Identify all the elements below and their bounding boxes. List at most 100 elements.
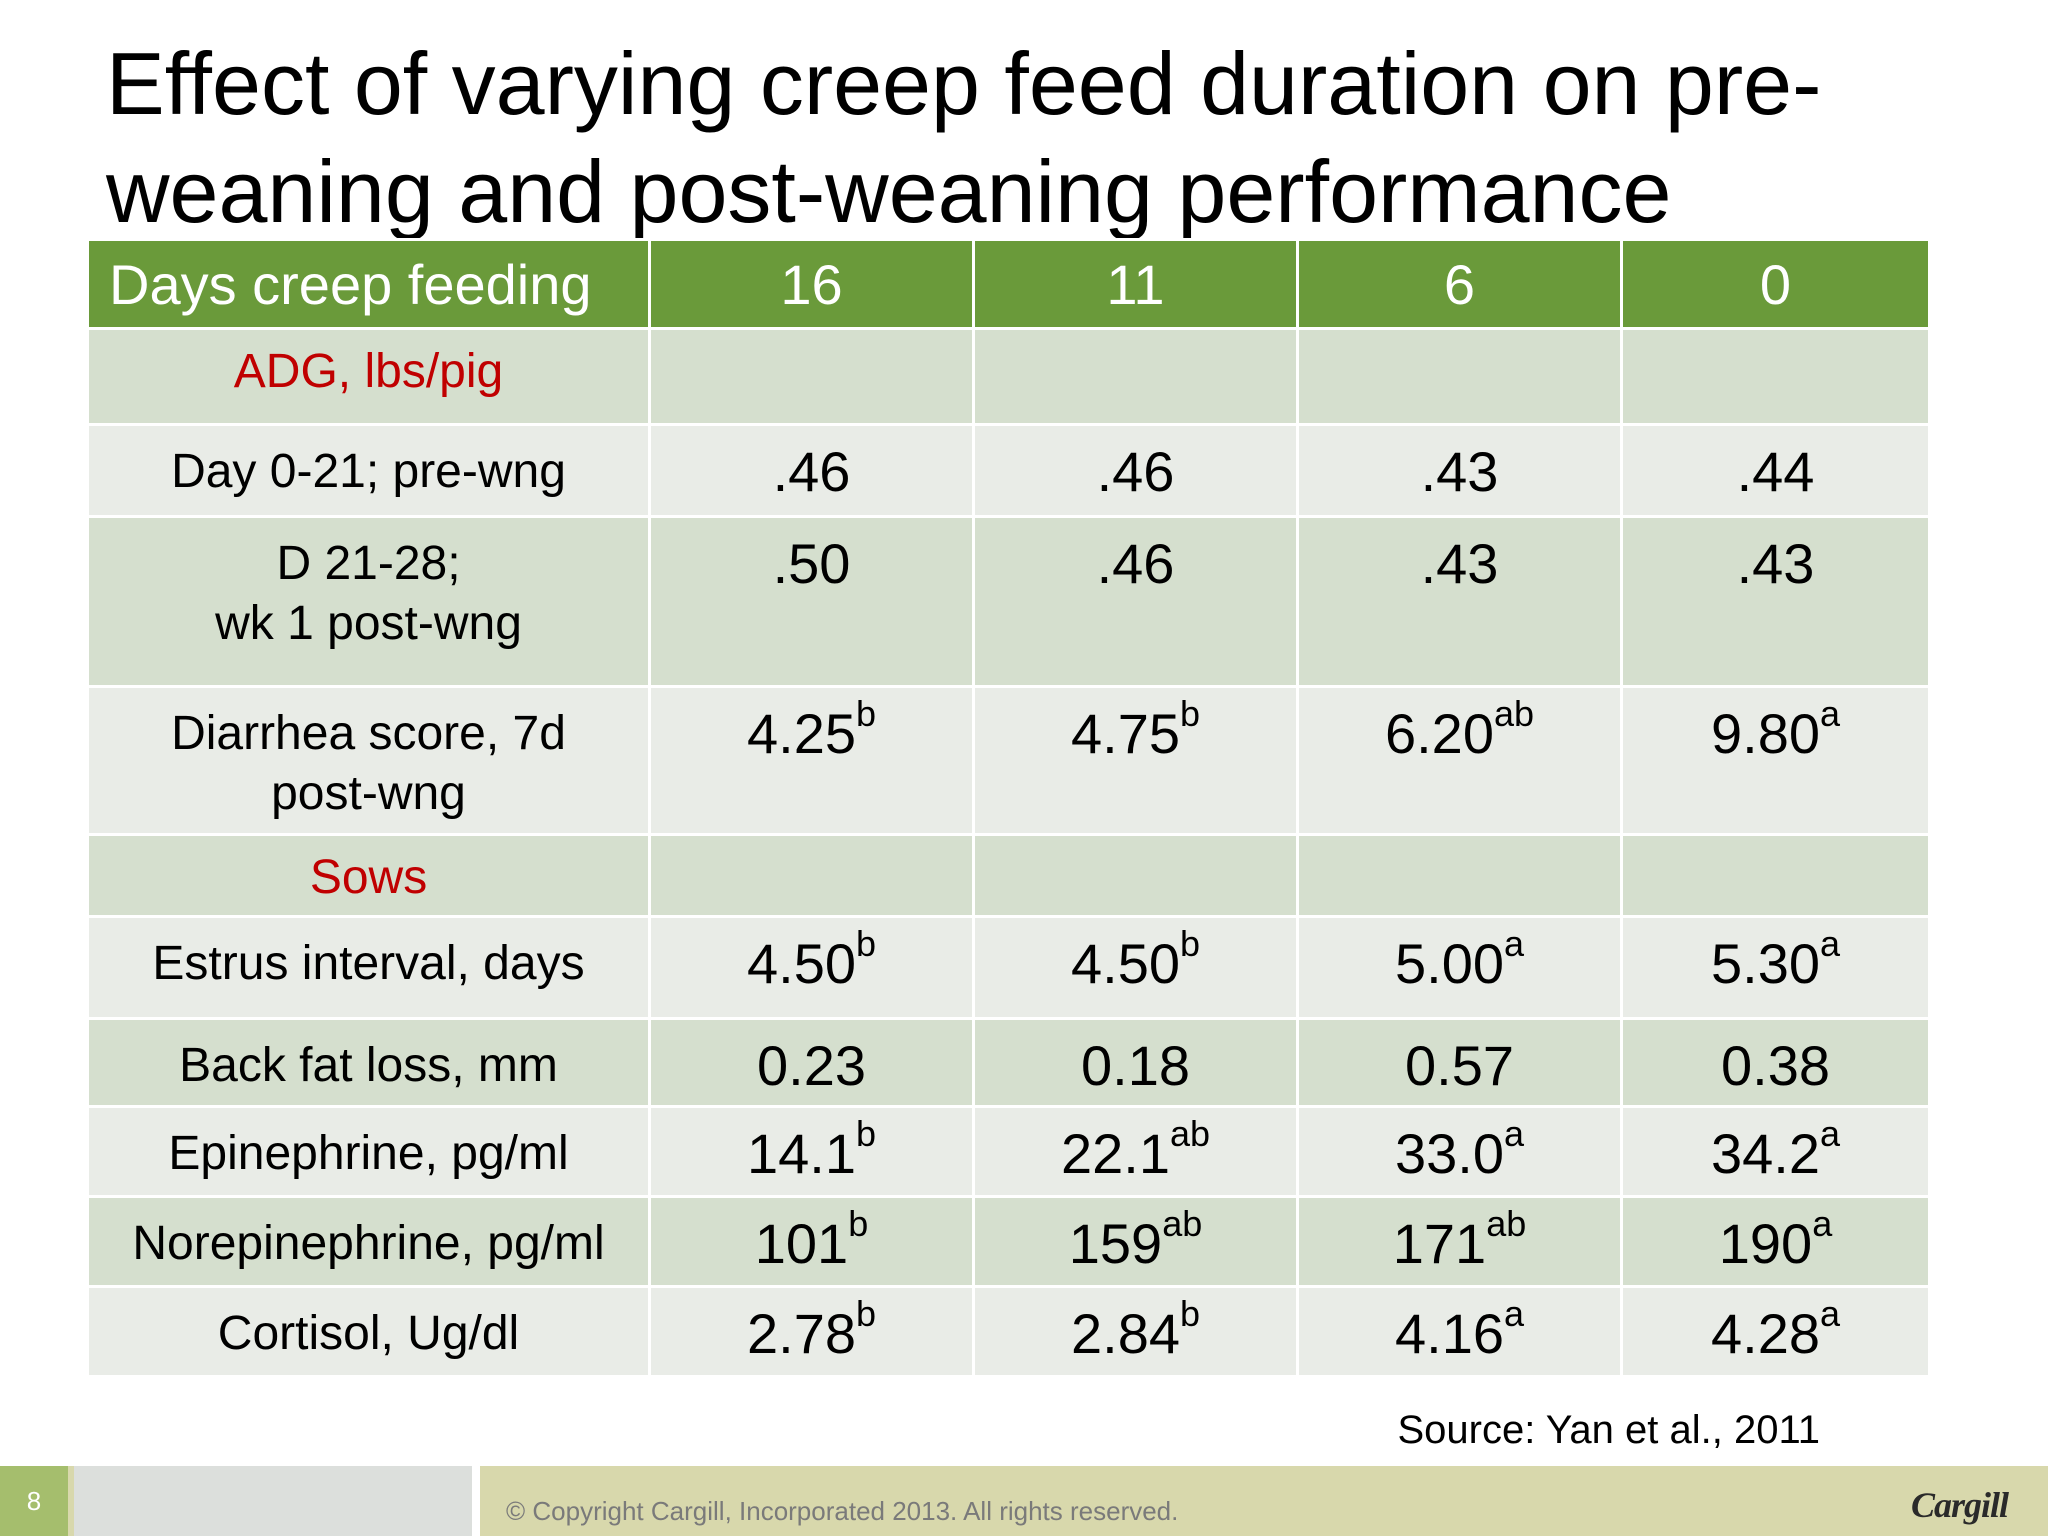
significance-letter: b — [848, 1203, 869, 1244]
header-cell: 6 — [1296, 238, 1623, 330]
cell-value: 190 — [1718, 1212, 1813, 1275]
cell-value: .50 — [772, 532, 851, 595]
section-label: Sows — [86, 833, 651, 918]
significance-letter: ab — [1493, 693, 1535, 734]
cell-value: 14.1 — [746, 1122, 856, 1185]
value-cell: 190a — [1620, 1195, 1931, 1288]
row-label: Estrus interval, days — [86, 915, 651, 1020]
table-row: Diarrhea score, 7d post-wng 4.25b 4.75b 6.2… — [86, 685, 1931, 836]
value-cell: .43 — [1296, 515, 1623, 688]
significance-letter: a — [1819, 1293, 1841, 1334]
cell-value: .43 — [1420, 532, 1499, 595]
value-cell: 0.57 — [1296, 1017, 1623, 1108]
value-cell: .50 — [648, 515, 975, 688]
value-cell: 33.0a — [1296, 1105, 1623, 1198]
value-cell: 4.50b — [972, 915, 1299, 1020]
value-cell: 5.30a — [1620, 915, 1931, 1020]
cell-value: 33.0 — [1394, 1122, 1504, 1185]
row-label: Diarrhea score, 7d post-wng — [86, 685, 651, 836]
cell-value: .43 — [1420, 440, 1499, 503]
table-row: D 21-28; wk 1 post-wng .50 .46 .43 .43 — [86, 515, 1931, 688]
source-citation: Source: Yan et al., 2011 — [1397, 1408, 1820, 1452]
value-cell: 34.2a — [1620, 1105, 1931, 1198]
significance-letter: a — [1503, 923, 1525, 964]
value-cell: 4.50b — [648, 915, 975, 1020]
significance-letter: a — [1503, 1293, 1525, 1334]
value-cell: 14.1b — [648, 1105, 975, 1198]
value-cell: 0.38 — [1620, 1017, 1931, 1108]
significance-letter: b — [855, 923, 877, 964]
significance-letter: ab — [1169, 1113, 1211, 1154]
header-cell: 0 — [1620, 238, 1931, 330]
significance-letter: b — [1179, 1293, 1201, 1334]
value-cell: 5.00a — [1296, 915, 1623, 1020]
value-cell: 6.20ab — [1296, 685, 1623, 836]
cell-value: 159 — [1068, 1212, 1163, 1275]
section-row: Sows — [86, 833, 1931, 918]
row-label: Cortisol, Ug/dl — [86, 1285, 651, 1378]
cell-value: 2.78 — [746, 1302, 856, 1365]
cargill-logo: Cargill — [1910, 1485, 2009, 1525]
page-number: 8 — [0, 1466, 68, 1536]
value-cell — [648, 833, 975, 918]
cell-value: 4.25 — [746, 702, 856, 765]
value-cell: .46 — [972, 423, 1299, 518]
table-row: Norepinephrine, pg/ml 101b 159ab 171ab 190a — [86, 1195, 1931, 1288]
value-cell: .43 — [1296, 423, 1623, 518]
value-cell: 0.23 — [648, 1017, 975, 1108]
significance-letter: ab — [1162, 1203, 1203, 1244]
results-table: Days creep feeding 16 11 6 0 ADG, lbs/pi… — [86, 238, 1931, 1378]
cell-value: 9.80 — [1710, 702, 1820, 765]
value-cell: 4.25b — [648, 685, 975, 836]
significance-letter: b — [855, 1293, 877, 1334]
header-cell: 16 — [648, 238, 975, 330]
value-cell: .46 — [972, 515, 1299, 688]
cell-value: 0.23 — [757, 1034, 866, 1097]
section-label: ADG, lbs/pig — [86, 327, 651, 426]
cell-value: 0.38 — [1721, 1034, 1830, 1097]
value-cell — [1296, 833, 1623, 918]
value-cell: 171ab — [1296, 1195, 1623, 1288]
table-header-row: Days creep feeding 16 11 6 0 — [86, 238, 1931, 330]
table-row: Epinephrine, pg/ml 14.1b 22.1ab 33.0a 34.2a — [86, 1105, 1931, 1198]
significance-letter: a — [1819, 1113, 1841, 1154]
copyright-notice: © Copyright Cargill, Incorporated 2013. … — [506, 1496, 1179, 1526]
value-cell — [1620, 833, 1931, 918]
value-cell: 159ab — [972, 1195, 1299, 1288]
row-label: D 21-28; wk 1 post-wng — [86, 515, 651, 688]
cell-value: 4.16 — [1394, 1302, 1504, 1365]
value-cell: 4.28a — [1620, 1285, 1931, 1378]
cell-value: .44 — [1736, 440, 1815, 503]
significance-letter: b — [855, 1113, 877, 1154]
cell-value: 0.57 — [1405, 1034, 1514, 1097]
value-cell: 4.16a — [1296, 1285, 1623, 1378]
footer-panel — [74, 1466, 472, 1536]
cell-value: 171 — [1392, 1212, 1487, 1275]
cell-value: 0.18 — [1081, 1034, 1190, 1097]
table-row: Day 0-21; pre-wng .46 .46 .43 .44 — [86, 423, 1931, 518]
value-cell — [1296, 327, 1623, 426]
value-cell: 22.1ab — [972, 1105, 1299, 1198]
cell-value: 2.84 — [1070, 1302, 1180, 1365]
slide-title: Effect of varying creep feed duration on… — [106, 34, 1822, 241]
cell-value: 101 — [754, 1212, 849, 1275]
value-cell: 4.75b — [972, 685, 1299, 836]
significance-letter: a — [1503, 1113, 1525, 1154]
cell-value: .43 — [1736, 532, 1815, 595]
cell-value: 4.50 — [1070, 932, 1180, 995]
significance-letter: a — [1819, 693, 1841, 734]
cell-value: 4.75 — [1070, 702, 1180, 765]
significance-letter: a — [1819, 923, 1841, 964]
row-label: Norepinephrine, pg/ml — [86, 1195, 651, 1288]
value-cell: 2.84b — [972, 1285, 1299, 1378]
table-row: Estrus interval, days 4.50b 4.50b 5.00a 5.30… — [86, 915, 1931, 1020]
cell-value: 34.2 — [1710, 1122, 1820, 1185]
significance-letter: b — [855, 693, 877, 734]
significance-letter: ab — [1486, 1203, 1527, 1244]
value-cell: 2.78b — [648, 1285, 975, 1378]
footer-divider — [472, 1466, 480, 1536]
value-cell — [972, 833, 1299, 918]
significance-letter: b — [1179, 693, 1201, 734]
value-cell: 9.80a — [1620, 685, 1931, 836]
table-row: Back fat loss, mm 0.23 0.18 0.57 0.38 — [86, 1017, 1931, 1108]
